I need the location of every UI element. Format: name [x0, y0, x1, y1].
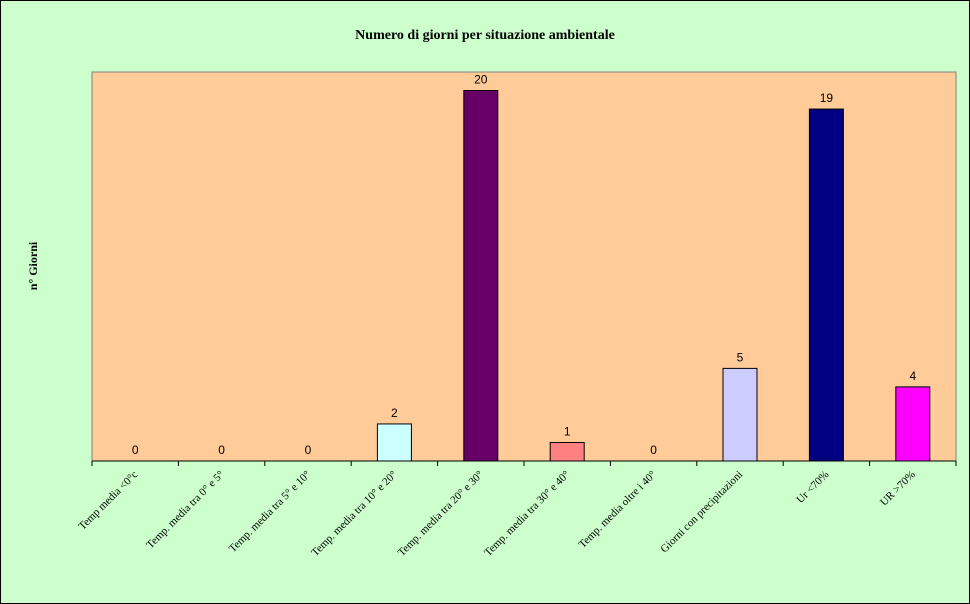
bar-value-label: 0 — [650, 443, 657, 457]
x-tick-label: Temp. media tra 0° e 5° — [144, 469, 226, 551]
x-tick-label: Ur <70% — [794, 469, 831, 506]
bar — [808, 108, 844, 462]
x-tick-label: Temp. media tra 20° e 30° — [396, 469, 486, 559]
bar-value-label: 20 — [474, 73, 488, 87]
bar-value-label: 0 — [218, 443, 225, 457]
bar-value-label: 0 — [132, 443, 139, 457]
x-tick-label: Temp. media tra 5° e 10° — [227, 469, 313, 555]
bar — [463, 90, 499, 462]
bar — [722, 367, 758, 462]
x-tick-labels-layer: Temp media <0°c Temp. media tra 0° e 5° Te… — [76, 469, 917, 559]
x-tick-label: Temp. media tra 30° e 40° — [482, 469, 572, 559]
y-axis-label: n° Giorni — [26, 241, 40, 290]
bar-value-label: 5 — [737, 350, 744, 364]
bar — [549, 441, 585, 462]
x-tick-label: UR >70% — [878, 469, 918, 509]
chart-title: Numero di giorni per situazione ambienta… — [355, 28, 615, 43]
bar-value-label: 2 — [391, 406, 398, 420]
bar — [895, 386, 931, 462]
data-labels-layer: 0 0 0 2 20 1 0 5 19 4 — [132, 73, 917, 457]
x-tick-label: Temp media <0°c — [76, 469, 140, 533]
bar-value-label: 1 — [564, 424, 571, 438]
bar — [376, 423, 412, 462]
bars-layer — [376, 90, 931, 462]
x-tick-label: Temp. media tra 10° e 20° — [309, 469, 399, 559]
x-tick-label: Giorni con precipitazioni — [658, 469, 745, 556]
bar-value-label: 4 — [909, 369, 916, 383]
x-ticks-layer — [91, 461, 957, 466]
bar-value-label: 19 — [820, 91, 834, 105]
x-tick-label: Temp. media oltre i 40° — [577, 469, 659, 551]
bar-value-label: 0 — [305, 443, 312, 457]
